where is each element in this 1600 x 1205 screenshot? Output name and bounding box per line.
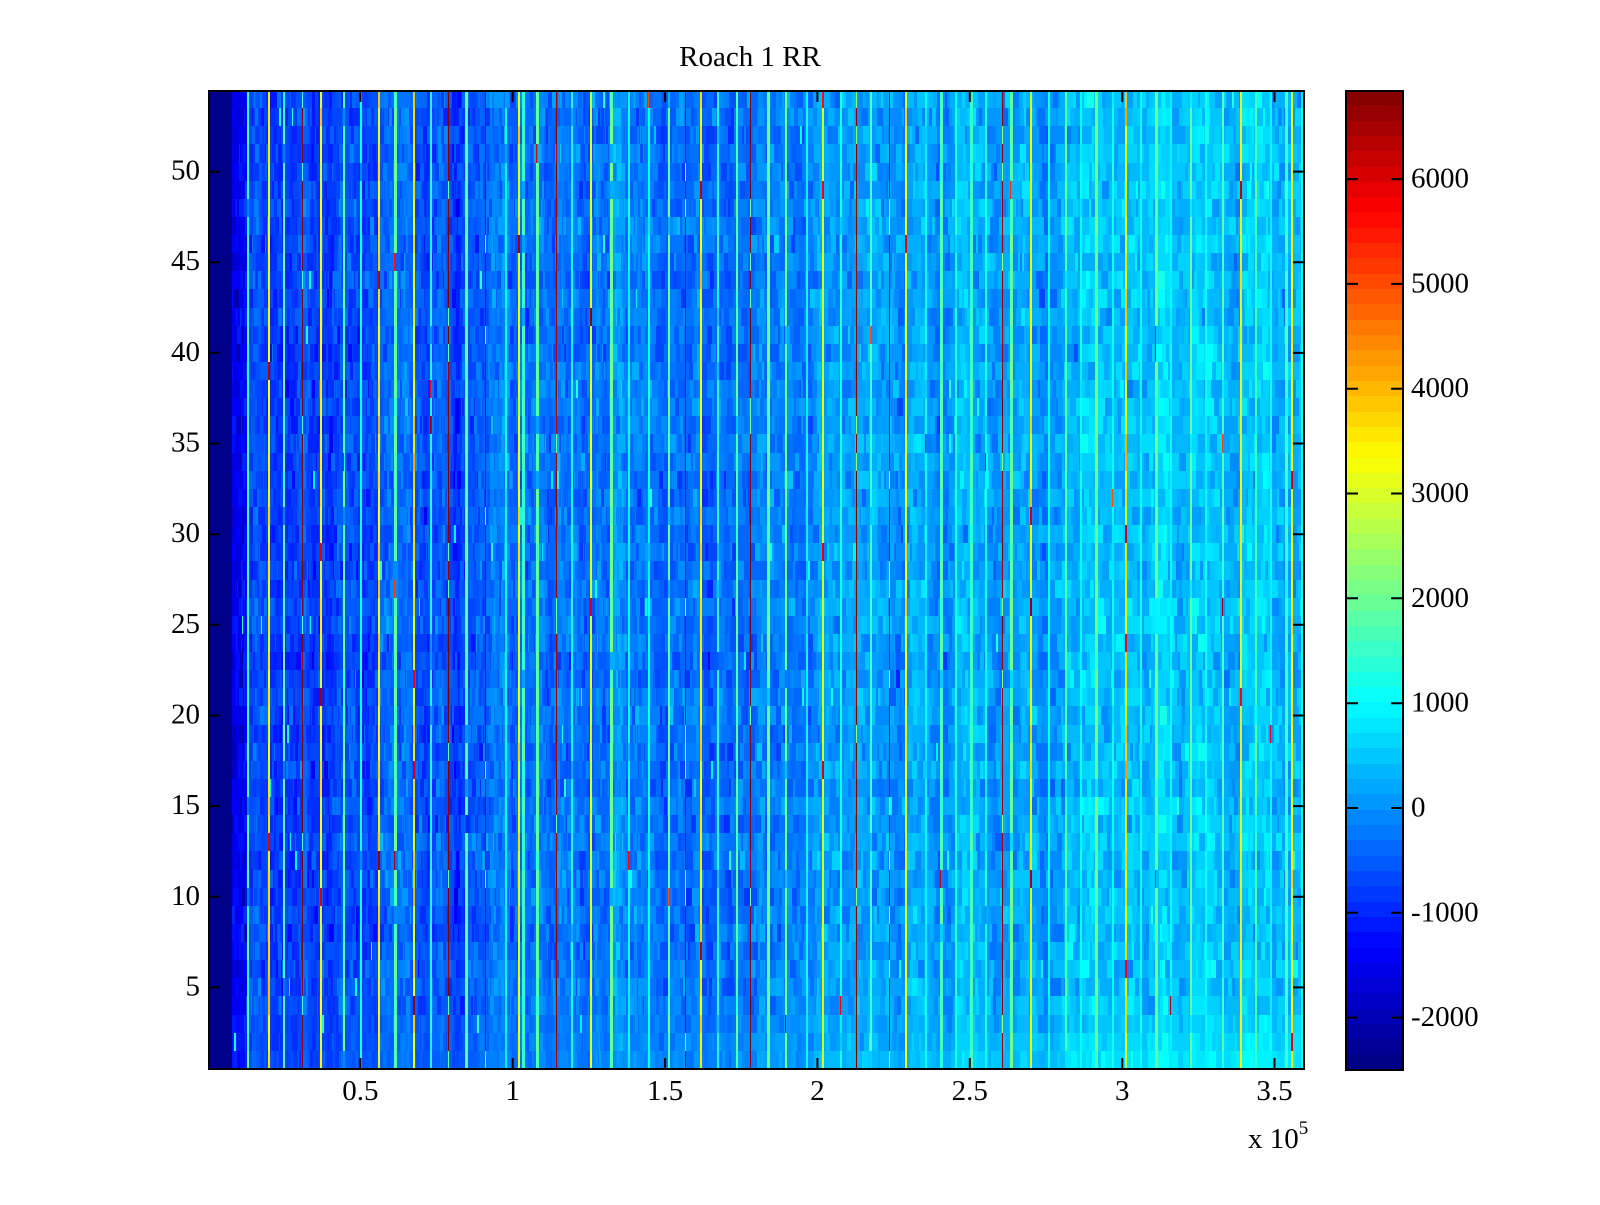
svg-text:10: 10	[171, 880, 200, 912]
svg-text:1.5: 1.5	[647, 1075, 683, 1107]
svg-text:5000: 5000	[1411, 267, 1469, 299]
svg-text:Roach 1 RR: Roach 1 RR	[679, 41, 821, 73]
svg-text:45: 45	[171, 245, 200, 277]
svg-text:x 105: x 105	[1248, 1118, 1308, 1155]
svg-text:15: 15	[171, 789, 200, 821]
svg-text:-2000: -2000	[1411, 1001, 1479, 1033]
svg-text:2: 2	[810, 1075, 825, 1107]
svg-text:0: 0	[1411, 792, 1426, 824]
svg-text:2000: 2000	[1411, 582, 1469, 614]
svg-text:3: 3	[1115, 1075, 1130, 1107]
svg-text:20: 20	[171, 699, 200, 731]
svg-text:35: 35	[171, 427, 200, 459]
svg-text:6000: 6000	[1411, 163, 1469, 195]
svg-text:25: 25	[171, 608, 200, 640]
svg-text:1: 1	[505, 1075, 520, 1107]
svg-text:40: 40	[171, 336, 200, 368]
svg-text:4000: 4000	[1411, 372, 1469, 404]
svg-text:50: 50	[171, 155, 200, 187]
svg-text:2.5: 2.5	[952, 1075, 988, 1107]
svg-text:-1000: -1000	[1411, 896, 1479, 928]
svg-text:1000: 1000	[1411, 687, 1469, 719]
svg-text:3.5: 3.5	[1256, 1075, 1292, 1107]
svg-text:5: 5	[186, 970, 201, 1002]
svg-text:0.5: 0.5	[342, 1075, 378, 1107]
svg-text:3000: 3000	[1411, 477, 1469, 509]
svg-text:30: 30	[171, 517, 200, 549]
